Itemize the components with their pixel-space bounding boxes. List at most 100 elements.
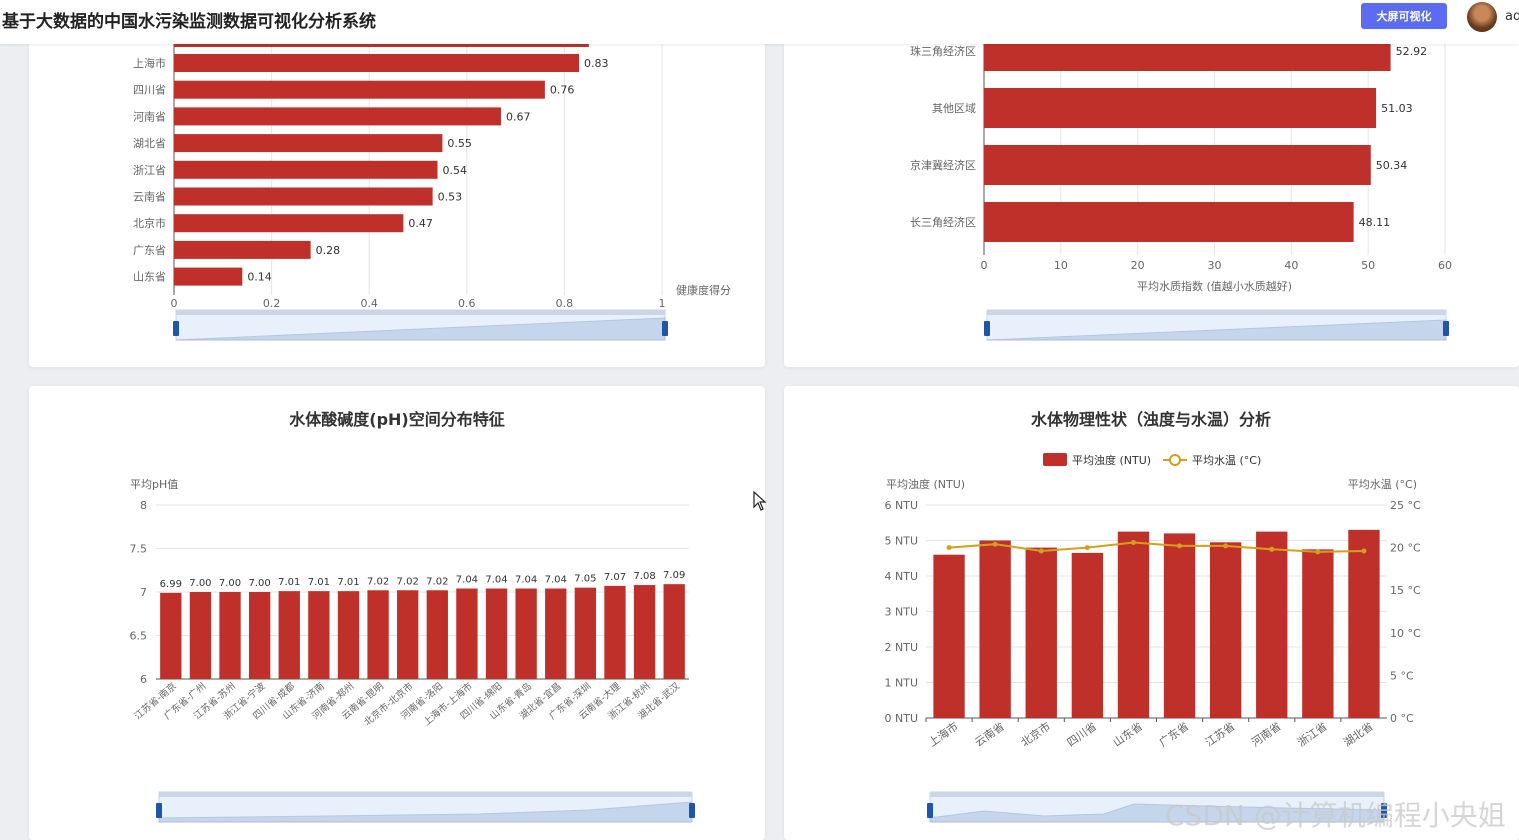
chart-bar xyxy=(278,591,300,679)
category-label: 河南省 xyxy=(133,110,166,123)
temperature-point xyxy=(1038,548,1044,554)
chart-bar xyxy=(1163,533,1196,718)
chart-bar xyxy=(545,588,567,679)
category-label: 云南省 xyxy=(133,191,166,204)
chart-bar xyxy=(174,187,433,206)
category-label: 浙江省 xyxy=(1295,720,1329,750)
chart-bar xyxy=(485,588,508,679)
chart-bar xyxy=(1256,531,1288,718)
bar-value-label: 7.04 xyxy=(456,575,478,586)
x-tick-label: 30 xyxy=(1208,259,1222,272)
app-title: 基于大数据的中国水污染监测数据可视化分析系统 xyxy=(2,12,376,32)
datazoom-right-handle xyxy=(662,321,668,336)
chart-bar xyxy=(426,590,448,679)
datazoom-top-bar xyxy=(987,310,1446,315)
legend-label: 平均浊度 (NTU) xyxy=(1072,453,1151,467)
x-tick-label: 50 xyxy=(1361,259,1375,272)
datazoom-top-bar xyxy=(176,310,665,315)
bar-value-label: 7.01 xyxy=(337,577,359,588)
bar-value-label: 51.03 xyxy=(1381,102,1413,115)
datazoom-preview xyxy=(158,801,693,823)
chart-bar xyxy=(174,54,580,72)
category-label: 北京市 xyxy=(1018,719,1053,749)
datazoom-right-handle xyxy=(1443,321,1449,336)
category-label: 其他区域 xyxy=(932,102,976,115)
chart-bar xyxy=(456,588,478,679)
chart-bar xyxy=(308,591,330,679)
x-tick-label: 0 xyxy=(981,259,988,272)
chart-bar xyxy=(1117,531,1150,718)
ph-distribution-card: 水体酸碱度(pH)空间分布特征 平均pH值 6 6.5 7 7.5 8 6.99 江苏省-南京 7… xyxy=(29,386,765,840)
user-avatar[interactable] xyxy=(1467,2,1497,32)
datazoom-top-bar xyxy=(930,792,1384,797)
bar-value-label: 7.09 xyxy=(663,570,685,581)
bar-value-label: 0.14 xyxy=(247,271,272,284)
top-navbar: 基于大数据的中国水污染监测数据可视化分析系统 大屏可视化 ad xyxy=(0,0,1519,44)
temperature-point xyxy=(1361,548,1367,554)
chart-bar xyxy=(174,267,243,286)
chart-title: 水体物理性状（浊度与水温）分析 xyxy=(1031,410,1271,429)
y-tick-label: 6.5 xyxy=(130,630,148,643)
y-tick-label-right: 10 °C xyxy=(1390,627,1421,640)
chart-bar xyxy=(1025,547,1057,718)
chart-bar xyxy=(1209,542,1242,718)
y-tick-label-right: 20 °C xyxy=(1390,542,1421,555)
username[interactable]: ad xyxy=(1505,9,1519,24)
chart-bar xyxy=(160,592,182,679)
bigscreen-button[interactable]: 大屏可视化 xyxy=(1361,3,1447,29)
bar-value-label: 0.83 xyxy=(584,57,609,70)
datazoom-left-handle xyxy=(173,321,179,336)
datazoom-top-bar xyxy=(159,792,692,797)
y-tick-label-left: 0 NTU xyxy=(885,712,919,725)
temperature-point xyxy=(1130,539,1136,545)
y-tick-label: 7.5 xyxy=(130,543,148,556)
temperature-point xyxy=(946,545,952,551)
bar-value-label: 7.00 xyxy=(249,578,271,589)
bar-value-label: 7.04 xyxy=(515,575,537,586)
bar-value-label: 6.99 xyxy=(160,579,182,590)
temperature-point xyxy=(1177,543,1183,549)
bar-value-label: 7.05 xyxy=(574,574,596,585)
category-label: 京津冀经济区 xyxy=(910,158,976,172)
chart-bar xyxy=(933,554,965,718)
category-label: 北京市 xyxy=(133,216,166,230)
x-tick-label: 10 xyxy=(1054,259,1068,272)
chart-bar xyxy=(574,587,597,679)
region-quality-chart: 0 10 20 30 40 50 60 珠三角经济区 52.92 其他区域 51.03 京津冀经济区 5… xyxy=(910,30,1452,341)
bar-value-label: 7.00 xyxy=(219,578,241,589)
chart-bar xyxy=(633,585,656,679)
x-tick-label: 0.6 xyxy=(458,297,476,310)
y-tick-label-right: 5 °C xyxy=(1390,669,1414,682)
x-axis-title: 健康度得分 xyxy=(676,283,731,297)
y-axis-title-left: 平均浊度 (NTU) xyxy=(886,477,965,491)
category-label: 浙江省 xyxy=(133,164,166,177)
chart-bar xyxy=(174,160,438,179)
temperature-point xyxy=(1084,545,1090,551)
category-label: 上海市 xyxy=(133,56,166,70)
physical-properties-card: 水体物理性状（浊度与水温）分析 平均浊度 (NTU) 平均水温 (°C) 平均浊度 (… xyxy=(784,386,1519,840)
temperature-line xyxy=(948,541,1364,553)
bar-value-label: 50.34 xyxy=(1376,159,1408,172)
legend-bar-swatch xyxy=(1043,453,1067,466)
chart-bar xyxy=(663,584,685,679)
chart-title: 水体酸碱度(pH)空间分布特征 xyxy=(289,410,504,429)
x-axis-title: 平均水质指数 (值越小水质越好) xyxy=(1137,279,1292,293)
bar-value-label: 0.53 xyxy=(438,191,463,204)
temperature-point xyxy=(1315,549,1321,555)
datazoom-left-handle xyxy=(984,321,990,336)
bar-value-label: 7.01 xyxy=(278,577,300,588)
datazoom-right-handle xyxy=(1381,803,1387,818)
category-label: 北京市-北京市 xyxy=(362,680,416,728)
category-label: 长三角经济区 xyxy=(910,215,976,229)
chart-bar xyxy=(984,145,1371,185)
datazoom-left-handle xyxy=(927,803,933,818)
category-label: 山东省 xyxy=(1111,720,1145,750)
chart-bar xyxy=(337,591,360,679)
bar-value-label: 0.67 xyxy=(506,110,530,123)
category-label: 上海市 xyxy=(926,719,961,749)
bar-value-label: 52.92 xyxy=(1396,45,1428,58)
bar-value-label: 7.04 xyxy=(545,575,567,586)
category-label: 山东省 xyxy=(133,271,166,284)
y-tick-label-left: 3 NTU xyxy=(885,606,919,619)
watermark: CSDN @计算机编程小央姐 xyxy=(1165,799,1506,832)
